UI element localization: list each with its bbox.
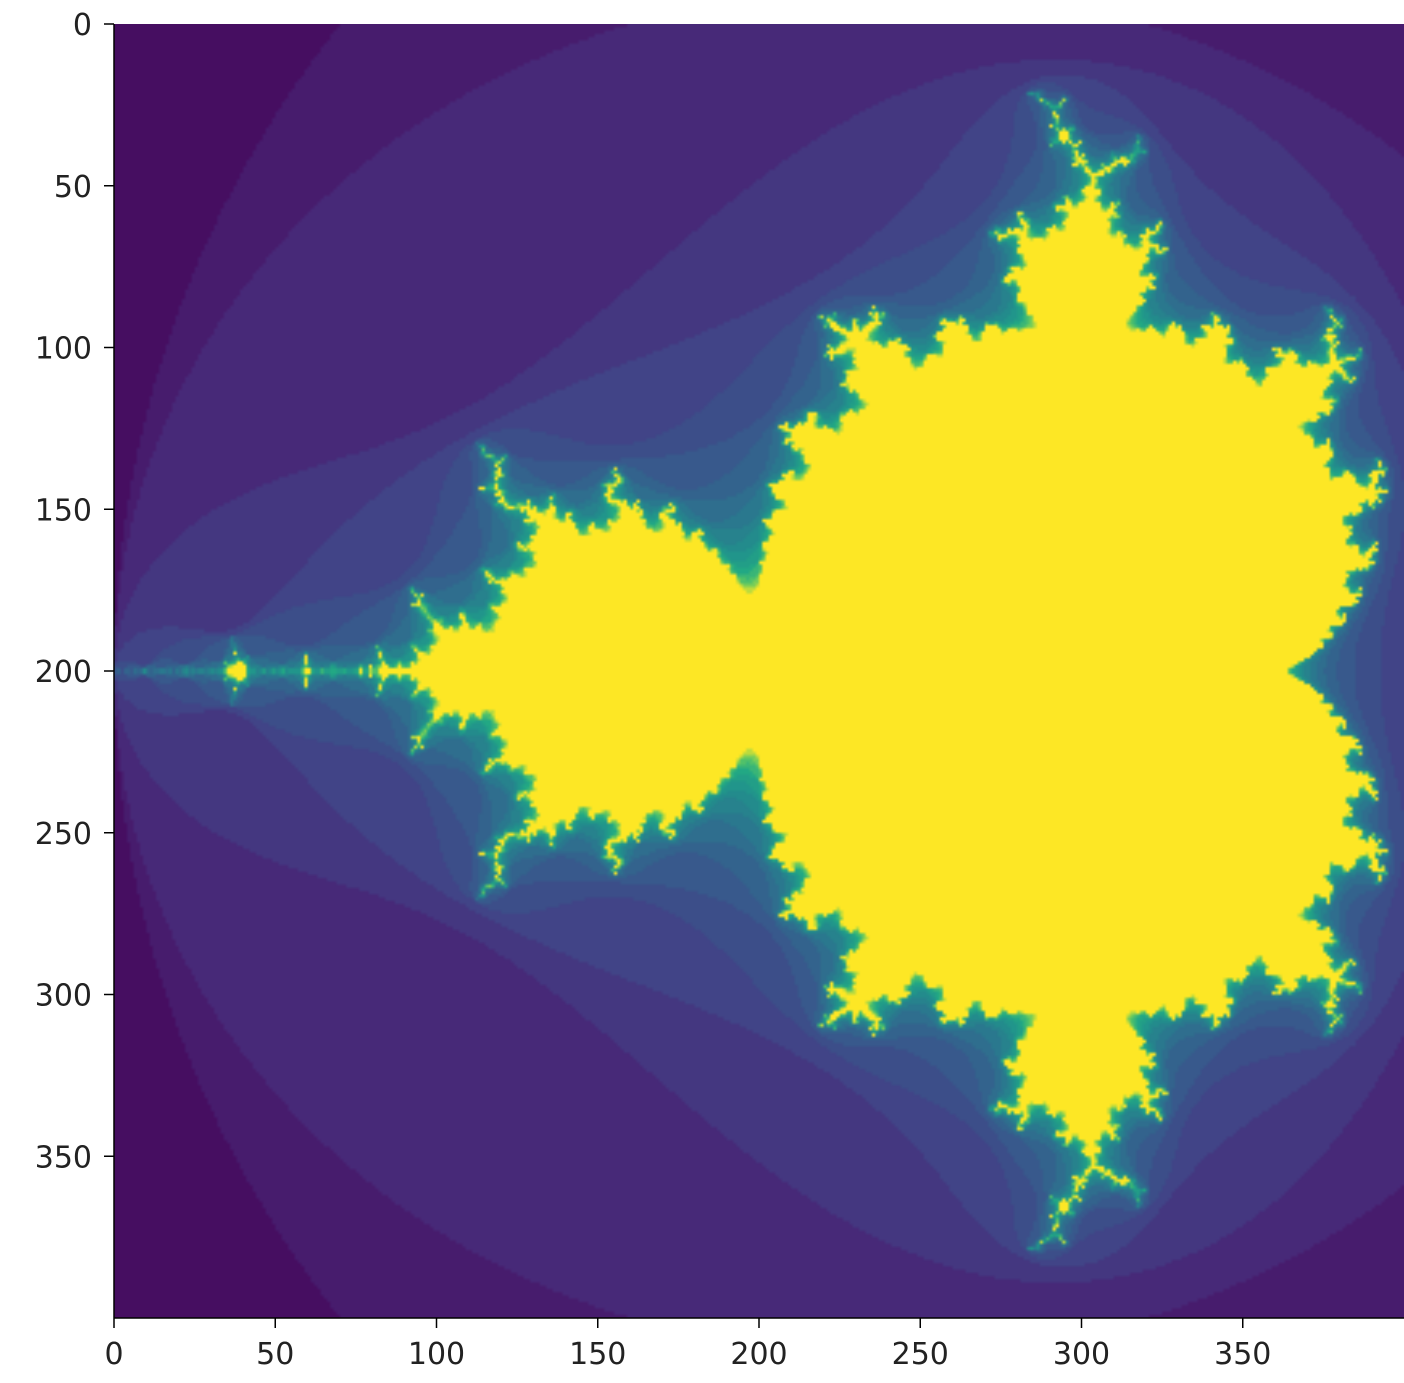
y-tick-label: 150 bbox=[35, 493, 92, 528]
y-tick-label: 100 bbox=[35, 332, 92, 367]
y-ticks: 0 50 100 150 200 250 300 350 bbox=[35, 8, 114, 1175]
x-ticks: 0 50 100 150 200 250 300 350 bbox=[104, 1318, 1271, 1372]
y-tick-label: 200 bbox=[35, 655, 92, 690]
y-tick-label: 250 bbox=[35, 817, 92, 852]
x-tick-label: 50 bbox=[256, 1337, 294, 1372]
x-tick-label: 250 bbox=[892, 1337, 949, 1372]
x-tick-label: 200 bbox=[730, 1337, 787, 1372]
axes: 0 50 100 150 200 250 300 350 0 50 100 150 200 250 300… bbox=[35, 8, 1404, 1372]
y-tick-label: 50 bbox=[54, 170, 92, 205]
x-tick-label: 150 bbox=[569, 1337, 626, 1372]
x-tick-label: 0 bbox=[104, 1337, 123, 1372]
heatmap-image bbox=[114, 24, 1404, 1318]
x-tick-label: 100 bbox=[408, 1337, 465, 1372]
x-tick-label: 300 bbox=[1053, 1337, 1110, 1372]
x-tick-label: 350 bbox=[1214, 1337, 1271, 1372]
y-tick-label: 350 bbox=[35, 1140, 92, 1175]
y-tick-label: 300 bbox=[35, 979, 92, 1014]
y-tick-label: 0 bbox=[73, 8, 92, 43]
heatmap-image-container bbox=[114, 24, 1404, 1318]
